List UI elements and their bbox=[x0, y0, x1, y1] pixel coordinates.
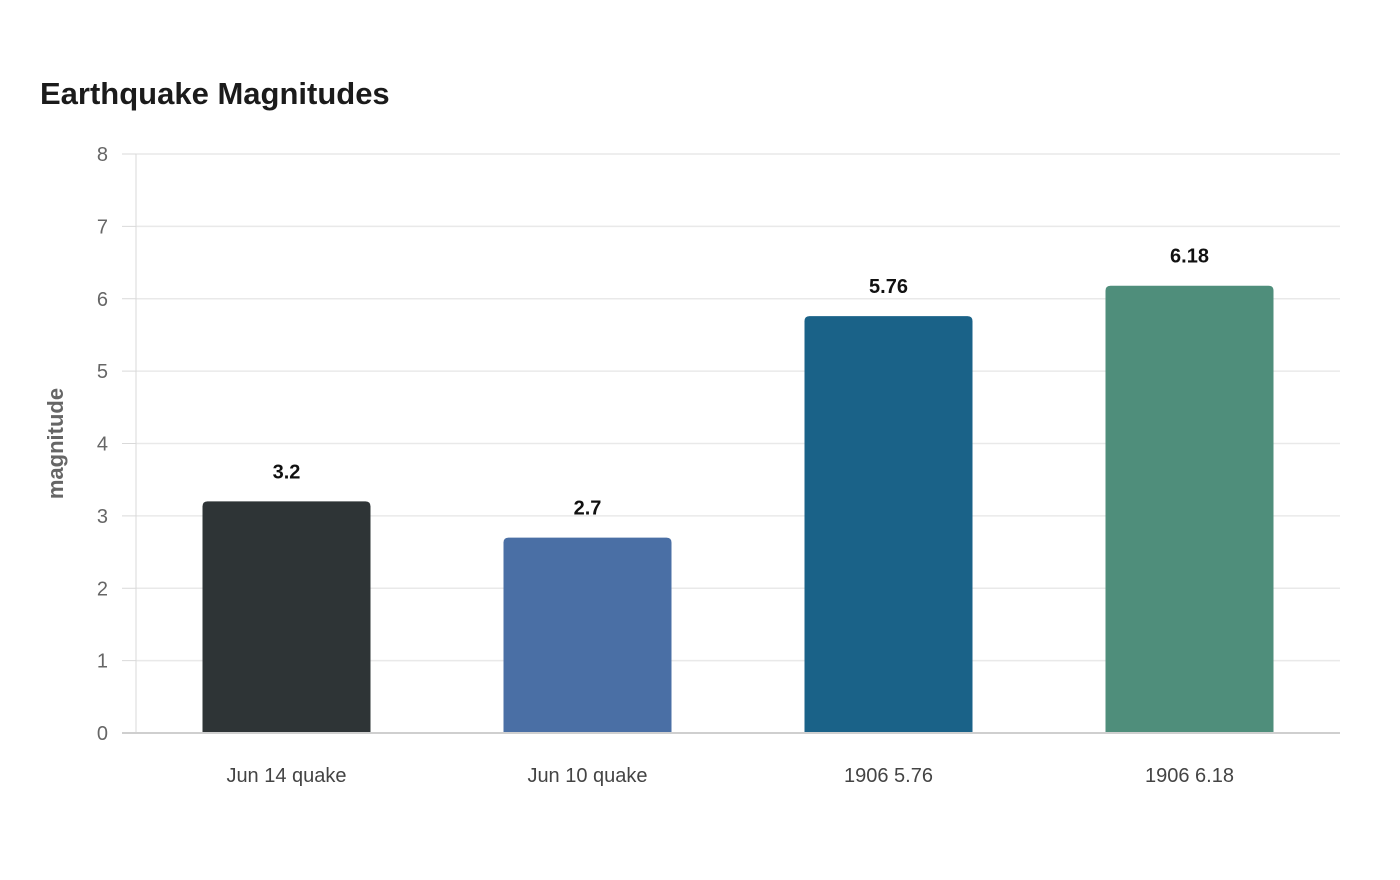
value-labels: 3.2 2.7 5.76 6.18 bbox=[273, 246, 1209, 520]
bars bbox=[202, 285, 1274, 733]
x-category-label: Jun 14 quake bbox=[226, 765, 346, 787]
y-tick-label: 2 bbox=[97, 578, 108, 600]
x-category-label: 1906 5.76 bbox=[844, 765, 933, 787]
bar-value-label: 6.18 bbox=[1170, 246, 1209, 268]
y-tick-label: 7 bbox=[97, 216, 108, 238]
bar bbox=[1105, 285, 1274, 733]
bar-value-label: 2.7 bbox=[574, 498, 602, 520]
y-axis-ticks: 0 1 2 3 4 5 6 7 8 bbox=[97, 144, 136, 745]
y-tick-label: 4 bbox=[97, 434, 108, 456]
x-category-label: Jun 10 quake bbox=[527, 765, 647, 787]
x-axis-categories: Jun 14 quake Jun 10 quake 1906 5.76 1906 6.… bbox=[226, 765, 1234, 787]
y-tick-label: 5 bbox=[97, 361, 108, 383]
y-tick-label: 1 bbox=[97, 651, 108, 673]
bar-value-label: 5.76 bbox=[869, 276, 908, 298]
chart-title: Earthquake Magnitudes bbox=[40, 76, 390, 111]
y-tick-label: 6 bbox=[97, 289, 108, 311]
x-category-label: 1906 6.18 bbox=[1145, 765, 1234, 787]
y-tick-label: 8 bbox=[97, 144, 108, 166]
bar bbox=[202, 501, 371, 733]
bar-value-label: 3.2 bbox=[273, 461, 301, 483]
bar bbox=[804, 316, 973, 733]
y-axis-label: magnitude bbox=[43, 388, 68, 499]
bar bbox=[503, 537, 672, 733]
y-tick-label: 3 bbox=[97, 506, 108, 528]
y-tick-label: 0 bbox=[97, 723, 108, 745]
